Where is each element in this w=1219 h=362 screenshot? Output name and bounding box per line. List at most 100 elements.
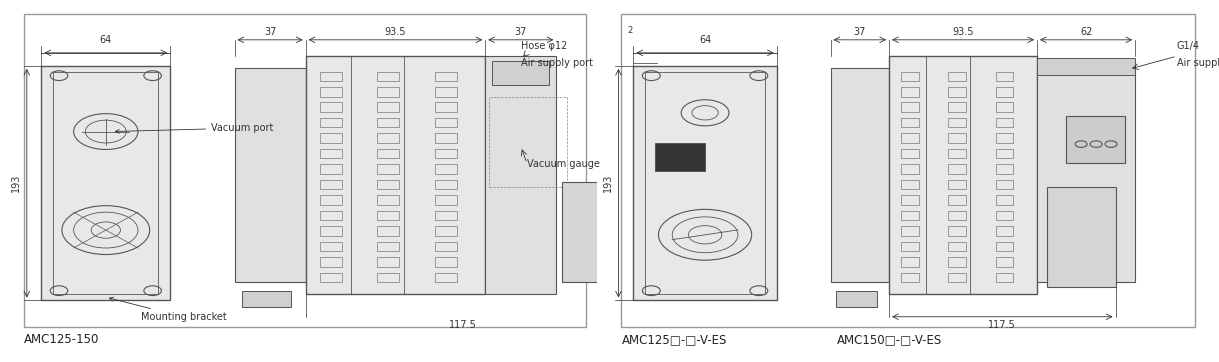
Bar (996, 226, 1013, 236)
Bar (378, 273, 399, 282)
Bar (655, 143, 705, 172)
Bar (901, 226, 919, 236)
Bar (948, 149, 965, 159)
Bar (378, 164, 399, 174)
Bar (321, 149, 341, 159)
Bar (321, 241, 341, 251)
Bar (948, 195, 965, 205)
Text: Air supply port: Air supply port (1178, 58, 1219, 68)
Bar (241, 291, 291, 307)
Bar (948, 118, 965, 127)
Bar (996, 195, 1013, 205)
Bar (41, 66, 171, 300)
Text: 117.5: 117.5 (450, 320, 477, 330)
Text: Mounting bracket: Mounting bracket (110, 297, 227, 322)
Bar (889, 56, 1037, 294)
Bar (996, 164, 1013, 174)
Bar (435, 102, 457, 112)
Bar (435, 180, 457, 189)
Text: Vacuum port: Vacuum port (116, 123, 273, 133)
Bar (996, 87, 1013, 97)
Bar (562, 182, 620, 282)
Bar (948, 164, 965, 174)
Bar (901, 195, 919, 205)
Bar (901, 180, 919, 189)
Bar (948, 241, 965, 251)
Text: AMC125-150: AMC125-150 (24, 333, 99, 346)
Text: 117.5: 117.5 (989, 320, 1017, 330)
Bar (492, 61, 550, 85)
Text: Hose φ12: Hose φ12 (522, 41, 568, 51)
Bar (435, 211, 457, 220)
Bar (435, 87, 457, 97)
Bar (901, 164, 919, 174)
Bar (435, 149, 457, 159)
Bar (435, 257, 457, 266)
Bar (996, 257, 1013, 266)
Bar (378, 149, 399, 159)
Bar (901, 257, 919, 266)
Bar (435, 134, 457, 143)
Bar (378, 226, 399, 236)
Text: 93.5: 93.5 (952, 26, 974, 37)
Bar (645, 72, 764, 294)
Bar (378, 241, 399, 251)
Bar (435, 164, 457, 174)
Bar (948, 226, 965, 236)
Bar (485, 56, 556, 294)
Text: 64: 64 (698, 35, 711, 45)
Bar (435, 226, 457, 236)
Bar (948, 273, 965, 282)
Bar (1047, 187, 1115, 287)
Bar (378, 134, 399, 143)
Bar (901, 241, 919, 251)
Bar (901, 72, 919, 81)
Bar (1067, 115, 1125, 163)
Bar (996, 118, 1013, 127)
Bar (435, 118, 457, 127)
Bar (321, 195, 341, 205)
Bar (378, 180, 399, 189)
Bar (378, 87, 399, 97)
Bar (996, 273, 1013, 282)
Bar (378, 257, 399, 266)
Bar (1037, 59, 1135, 75)
Bar (234, 68, 306, 282)
Bar (901, 102, 919, 112)
Bar (901, 149, 919, 159)
Bar (996, 149, 1013, 159)
Bar (830, 68, 889, 282)
Bar (948, 211, 965, 220)
Bar (901, 134, 919, 143)
Text: 193: 193 (602, 174, 612, 192)
Text: 2: 2 (628, 26, 633, 34)
Bar (901, 87, 919, 97)
Text: AMC150□-□-V-ES: AMC150□-□-V-ES (836, 333, 942, 346)
Bar (54, 72, 158, 294)
Bar (996, 72, 1013, 81)
Bar (378, 118, 399, 127)
Text: 93.5: 93.5 (385, 26, 406, 37)
Bar (948, 134, 965, 143)
Bar (948, 87, 965, 97)
Bar (321, 211, 341, 220)
Text: Vacuum gauge: Vacuum gauge (527, 159, 600, 169)
Bar (996, 180, 1013, 189)
Text: 37: 37 (853, 26, 865, 37)
Bar (378, 72, 399, 81)
Bar (996, 211, 1013, 220)
Bar (1037, 68, 1135, 282)
Bar (321, 164, 341, 174)
Bar (948, 257, 965, 266)
Bar (321, 102, 341, 112)
Text: Air supply port: Air supply port (522, 58, 594, 68)
Bar (901, 118, 919, 127)
Bar (321, 226, 341, 236)
Bar (901, 273, 919, 282)
Bar (321, 257, 341, 266)
Bar (321, 72, 341, 81)
Bar (489, 97, 567, 187)
Bar (435, 72, 457, 81)
Bar (996, 134, 1013, 143)
Bar (996, 102, 1013, 112)
